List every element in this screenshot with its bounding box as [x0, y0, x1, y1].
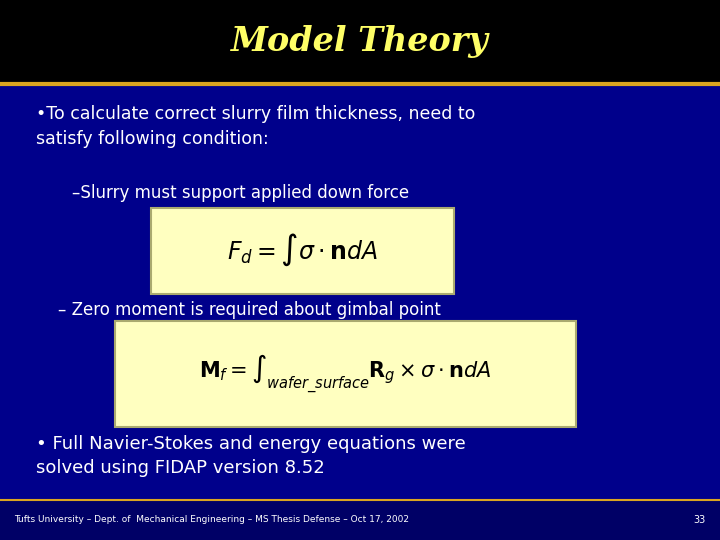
FancyBboxPatch shape	[0, 0, 720, 84]
Text: –Slurry must support applied down force: –Slurry must support applied down force	[72, 184, 409, 201]
Text: 33: 33	[693, 515, 706, 525]
Text: $\mathbf{M}_f = \int_{wafer\_surface} \mathbf{R}_g \times \sigma \cdot \mathbf{n: $\mathbf{M}_f = \int_{wafer\_surface} \m…	[199, 353, 492, 396]
Text: $F_d = \int \sigma \cdot \mathbf{n}dA$: $F_d = \int \sigma \cdot \mathbf{n}dA$	[227, 231, 378, 268]
Text: Tufts University – Dept. of  Mechanical Engineering – MS Thesis Defense – Oct 17: Tufts University – Dept. of Mechanical E…	[14, 515, 410, 524]
Text: Model Theory: Model Theory	[231, 25, 489, 58]
FancyBboxPatch shape	[0, 500, 720, 540]
Text: – Zero moment is required about gimbal point: – Zero moment is required about gimbal p…	[58, 301, 441, 319]
FancyBboxPatch shape	[115, 321, 576, 427]
Text: • Full Navier-Stokes and energy equations were
solved using FIDAP version 8.52: • Full Navier-Stokes and energy equation…	[36, 435, 466, 477]
Text: •To calculate correct slurry film thickness, need to
satisfy following condition: •To calculate correct slurry film thickn…	[36, 105, 475, 147]
FancyBboxPatch shape	[151, 208, 454, 294]
